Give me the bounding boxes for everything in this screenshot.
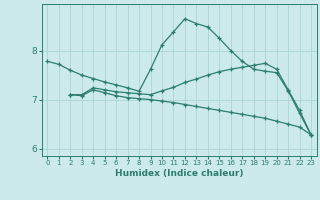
X-axis label: Humidex (Indice chaleur): Humidex (Indice chaleur) (115, 169, 244, 178)
